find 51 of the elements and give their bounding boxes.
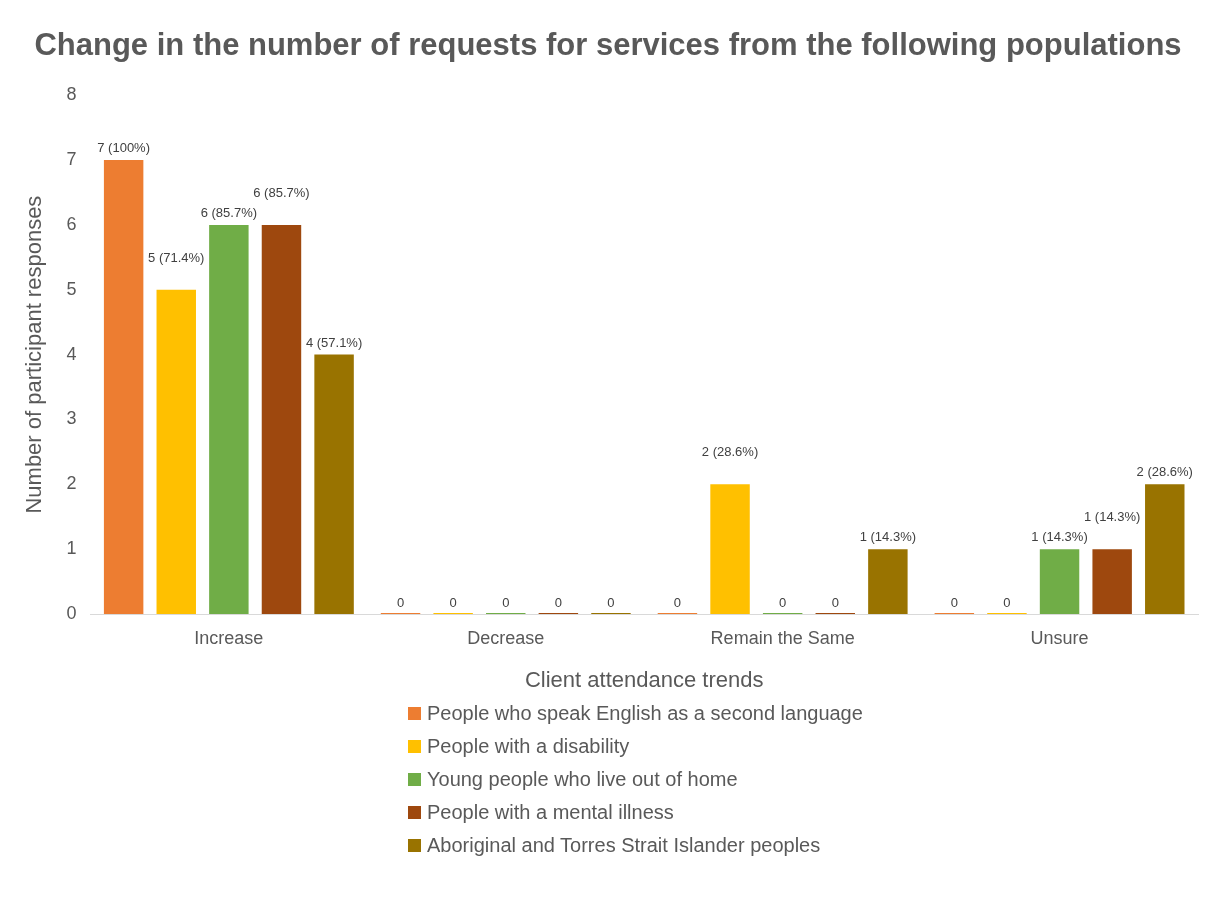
legend-label: People who speak English as a second language	[427, 702, 863, 725]
data-label: 5 (71.4%)	[148, 249, 205, 265]
data-label: 0	[950, 595, 958, 611]
x-tick-label: Decrease	[467, 627, 545, 648]
y-tick-label: 6	[66, 213, 77, 234]
bar	[103, 160, 144, 614]
data-label: 1 (14.3%)	[859, 529, 917, 545]
y-tick-label: 2	[66, 473, 77, 494]
data-label: 1 (14.3%)	[1031, 529, 1088, 545]
y-tick-label: 0	[66, 602, 77, 623]
data-label: 0	[554, 595, 562, 611]
bar	[868, 549, 908, 614]
chart-title: Change in the number of requests for services from the following populations	[34, 27, 1182, 63]
bar	[1092, 549, 1132, 614]
data-label: 6 (85.7%)	[253, 184, 310, 200]
data-label: 0	[449, 595, 457, 611]
y-axis-title: Number of participant responses	[21, 195, 47, 514]
data-label: 0	[673, 595, 682, 611]
bar	[156, 289, 196, 614]
bar	[314, 354, 354, 614]
data-label: 0	[1003, 595, 1011, 611]
data-label: 0	[607, 595, 615, 611]
bar	[1145, 484, 1185, 614]
data-label: 0	[779, 595, 787, 611]
x-tick-label: Remain the Same	[710, 627, 855, 648]
x-tick-label: Increase	[194, 627, 264, 648]
data-label: 2 (28.6%)	[1136, 464, 1193, 480]
legend-label: Young people who live out of home	[427, 768, 738, 791]
data-label: 0	[396, 595, 405, 611]
data-label: 7 (100%)	[97, 140, 151, 156]
bar	[261, 224, 302, 614]
bar	[710, 484, 750, 614]
y-tick-label: 1	[66, 538, 77, 559]
bar	[209, 224, 249, 614]
legend-label: People with a mental illness	[427, 801, 674, 824]
data-label: 4 (57.1%)	[305, 334, 363, 350]
bar	[1039, 549, 1080, 614]
data-label: 2 (28.6%)	[701, 444, 759, 460]
data-label: 6 (85.7%)	[200, 204, 258, 220]
legend-label: Aboriginal and Torres Strait Islander peoples	[427, 834, 821, 857]
y-tick-label: 4	[66, 343, 77, 364]
data-label: 0	[831, 595, 839, 611]
y-tick-label: 5	[66, 278, 77, 299]
data-label: 0	[502, 595, 510, 611]
y-tick-label: 3	[66, 408, 77, 429]
legend-label: People with a disability	[427, 735, 630, 758]
y-tick-label: 7	[66, 149, 77, 170]
y-tick-label: 8	[66, 84, 77, 105]
data-label: 1 (14.3%)	[1083, 509, 1141, 525]
x-tick-label: Unsure	[1030, 627, 1089, 648]
x-axis-title: Client attendance trends	[524, 666, 764, 692]
